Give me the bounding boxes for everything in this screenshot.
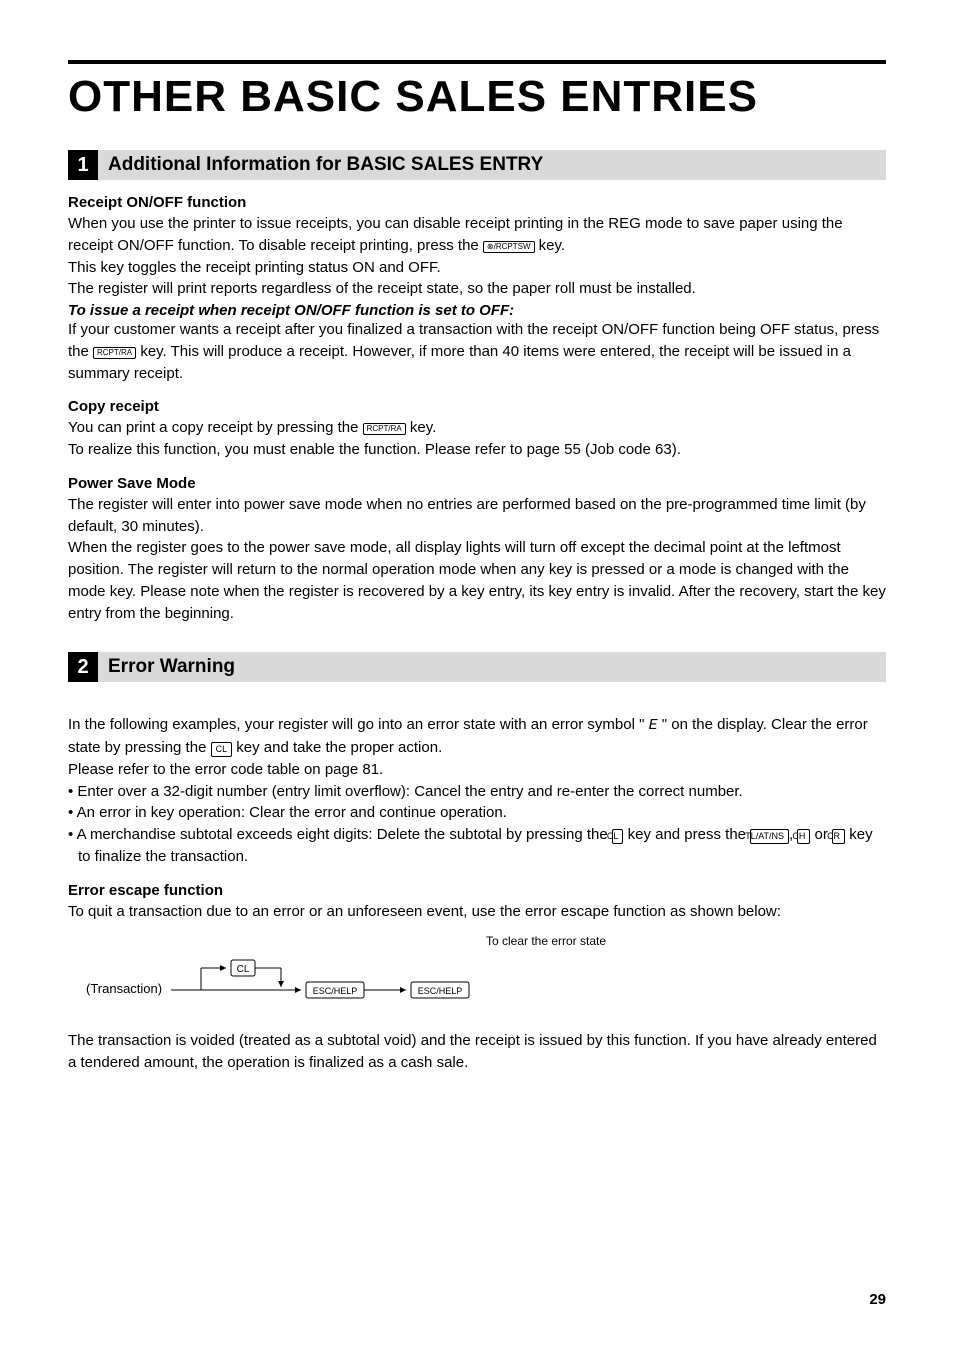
rcptra-key-icon: RCPT/RA [93, 347, 136, 359]
cl-key-icon: CL [211, 742, 233, 757]
text-fragment: A merchandise subtotal exceeds eight dig… [77, 826, 612, 843]
cl-key-icon: CL [612, 829, 624, 844]
escape-p2: The transaction is voided (treated as a … [68, 1030, 886, 1074]
escape-flow-diagram: To clear the error state (Transaction) C… [86, 934, 886, 1010]
copy-receipt-p2: To realize this function, you must enabl… [68, 439, 886, 461]
svg-text:ESC/HELP: ESC/HELP [313, 986, 358, 996]
section-2-title: Error Warning [98, 652, 886, 682]
error-intro-p1: In the following examples, your register… [68, 714, 886, 759]
section-1-header: 1 Additional Information for BASIC SALES… [68, 150, 886, 180]
svg-text:CL: CL [237, 964, 250, 975]
error-symbol: E [649, 717, 658, 734]
section-2-header: 2 Error Warning [68, 652, 886, 682]
text-fragment: key. [535, 237, 566, 254]
power-save-heading: Power Save Mode [68, 475, 886, 492]
bullet-2: An error in key operation: Clear the err… [68, 802, 886, 824]
receipt-onoff-p2: This key toggles the receipt printing st… [68, 257, 886, 279]
flow-clear-label: To clear the error state [206, 934, 886, 948]
text-fragment: key and press the [623, 826, 750, 843]
text-fragment: When you use the printer to issue receip… [68, 215, 843, 254]
tlatns-key-icon: TL/AT/NS [750, 829, 789, 844]
bullet-1: Enter over a 32-digit number (entry limi… [68, 781, 886, 803]
power-save-p1: The register will enter into power save … [68, 494, 886, 538]
receipt-onoff-p4: If your customer wants a receipt after y… [68, 319, 886, 384]
ch-key-icon: CH [797, 829, 810, 844]
section-1-number: 1 [68, 150, 98, 180]
error-bullets: Enter over a 32-digit number (entry limi… [68, 781, 886, 868]
page-number: 29 [869, 1291, 886, 1308]
power-save-p2: When the register goes to the power save… [68, 537, 886, 624]
flow-transaction-text: (Transaction) [86, 981, 162, 996]
section-2-number: 2 [68, 652, 98, 682]
rcptra-key-icon: RCPT/RA [363, 423, 406, 435]
issue-receipt-heading: To issue a receipt when receipt ON/OFF f… [68, 302, 886, 319]
text-fragment: key and take the proper action. [232, 739, 442, 756]
receipt-onoff-p3: The register will print reports regardle… [68, 278, 886, 300]
text-fragment: In the following examples, your register… [68, 716, 649, 733]
bullet-3: A merchandise subtotal exceeds eight dig… [68, 824, 886, 868]
top-rule [68, 60, 886, 64]
receipt-onoff-p1: When you use the printer to issue receip… [68, 213, 886, 257]
copy-receipt-p1: You can print a copy receipt by pressing… [68, 417, 886, 439]
text-fragment: You can print a copy receipt by pressing… [68, 419, 363, 436]
cr-key-icon: CR [832, 829, 845, 844]
svg-text:ESC/HELP: ESC/HELP [418, 986, 463, 996]
receipt-onoff-heading: Receipt ON/OFF function [68, 194, 886, 211]
escape-p1: To quit a transaction due to an error or… [68, 901, 886, 923]
main-title: OTHER BASIC SALES ENTRIES [68, 72, 886, 122]
text-fragment: key. [406, 419, 437, 436]
section-1-title: Additional Information for BASIC SALES E… [98, 150, 886, 180]
error-intro-p2: Please refer to the error code table on … [68, 759, 886, 781]
rcptsw-key-icon: ⊗/RCPTSW [483, 241, 535, 253]
text-fragment: key. This will produce a receipt. Howeve… [68, 343, 851, 382]
copy-receipt-heading: Copy receipt [68, 398, 886, 415]
flow-svg: (Transaction) CL ESC/HELP ESC/HELP [86, 950, 516, 1010]
escape-heading: Error escape function [68, 882, 886, 899]
